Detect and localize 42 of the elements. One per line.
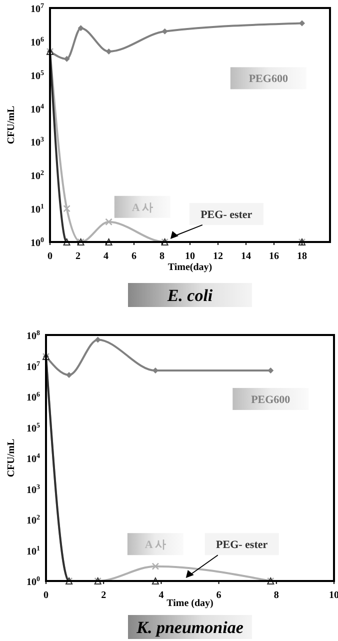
y-tick-label: 10$^{4}$ (30, 102, 44, 116)
x-tick-label: 0 (48, 251, 52, 262)
y-tick-label: 10$^{0}$ (26, 575, 40, 588)
y-tick-label: 10$^{6}$ (26, 390, 40, 404)
text: E. coli (166, 286, 213, 305)
series-label: PEG- ester (200, 208, 252, 221)
x-tick-label: 10 (185, 251, 195, 262)
x-tick-label: 4 (104, 251, 108, 262)
y-tick-label: 10$^{7}$ (30, 2, 44, 15)
x-tick-label: 0 (44, 590, 48, 601)
x-tick-label: 2 (76, 251, 80, 262)
x-tick-label: 16 (269, 251, 279, 262)
y-tick-label: 10$^{5}$ (26, 421, 40, 434)
y-tick-label: 10$^{3}$ (26, 482, 40, 496)
x-tick-label: 6 (132, 251, 136, 262)
x-tick-label: 2 (101, 590, 106, 601)
y-tick-label: 10$^{1}$ (30, 202, 44, 216)
y-tick-label: 10$^{5}$ (30, 68, 44, 82)
text: PEG- ester (216, 539, 268, 552)
x-axis-title: Time(day) (168, 262, 212, 273)
y-tick-label: 10$^{7}$ (26, 360, 40, 373)
y-tick-label: 10$^{6}$ (30, 35, 44, 48)
text: PEG600 (248, 73, 288, 86)
x-tick-label: 12 (213, 251, 223, 262)
text: PEG600 (251, 394, 291, 406)
x-tick-label: 14 (241, 251, 251, 262)
x-tick-label: 4 (158, 590, 164, 601)
y-tick-label: 10$^{2}$ (30, 169, 44, 182)
x-tick-label: 8 (160, 251, 164, 262)
text: K. pneumoniae (136, 618, 244, 637)
x-axis-title: Time (day) (166, 598, 214, 609)
y-tick-label: 10$^{4}$ (26, 452, 40, 465)
y-axis-title: CFU/mL (6, 106, 17, 144)
x-tick-label: 6 (216, 590, 222, 601)
y-tick-label: 10$^{1}$ (26, 544, 40, 558)
y-tick-label: 10$^{8}$ (26, 329, 40, 342)
y-tick-label: 10$^{3}$ (30, 136, 44, 149)
y-tick-label: 10$^{0}$ (30, 236, 44, 249)
y-axis-title: CFU/mL (6, 438, 17, 478)
x-tick-label: 18 (297, 251, 307, 262)
x-tick-label: 8 (274, 590, 279, 601)
y-tick-label: 10$^{2}$ (26, 514, 40, 526)
